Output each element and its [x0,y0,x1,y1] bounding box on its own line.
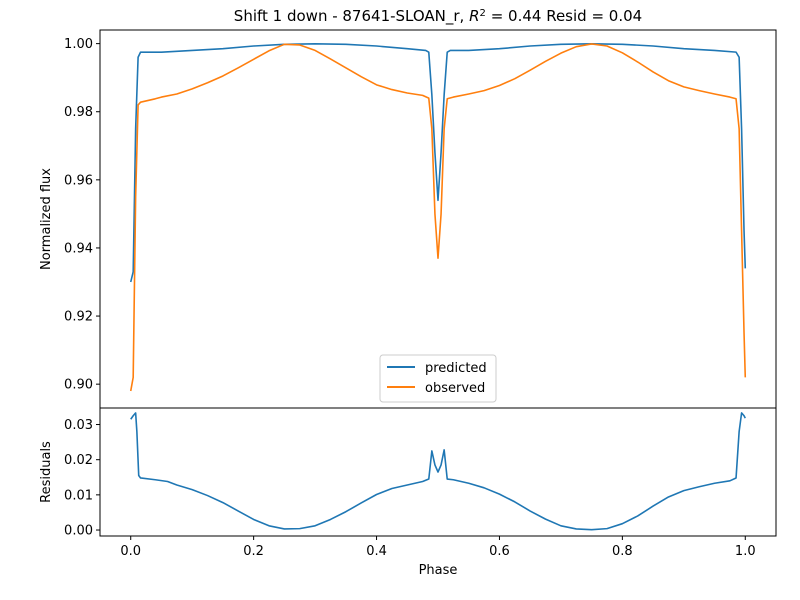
residuals-axes-frame [99,407,777,537]
legend: predicted observed [379,354,497,403]
flux-y-tick-label: 0.98 [64,105,93,120]
residuals-y-tick-label: 0.02 [64,453,93,468]
x-tick-label: 0.4 [366,544,387,559]
flux-plot-area [129,42,747,392]
x-tick-label: 0.0 [120,544,141,559]
x-tick-label: 1.0 [735,544,756,559]
residuals-x-axis: 0.0 0.2 0.4 0.6 0.8 1.0 [120,536,756,559]
flux-panel: 0.90 0.92 0.94 0.96 0.98 1.00 Normalized flux… [39,29,777,409]
flux-series-predicted [129,42,747,283]
legend-label-predicted: predicted [425,361,487,376]
legend-label-observed: observed [425,381,485,396]
flux-y-tick-label: 1.00 [64,37,93,52]
x-axis-label: Phase [419,563,458,578]
residuals-plot-area [130,412,746,531]
flux-y-tick-label: 0.96 [64,173,93,188]
flux-y-tick-label: 0.90 [64,378,93,393]
flux-y-tick-label: 0.94 [64,241,93,256]
flux-series-observed [129,43,747,392]
residuals-series-predicted [130,412,746,531]
x-tick-label: 0.2 [243,544,264,559]
chart-title: Shift 1 down - 87641-SLOAN_r, R2 = 0.44 … [234,7,642,26]
flux-y-axis: 0.90 0.92 0.94 0.96 0.98 1.00 [64,37,100,393]
flux-y-axis-label: Normalized flux [39,168,54,270]
residuals-y-tick-label: 0.00 [64,524,93,539]
x-tick-label: 0.8 [612,544,633,559]
residuals-y-axis-label: Residuals [39,441,54,503]
x-tick-label: 0.6 [489,544,510,559]
flux-y-tick-label: 0.92 [64,310,93,325]
residuals-y-tick-label: 0.01 [64,488,93,503]
residuals-y-tick-label: 0.03 [64,418,93,433]
residuals-panel: 0.00 0.01 0.02 0.03 0.0 0.2 0.4 0.6 0.8 1.0 Resi… [39,407,777,578]
residuals-y-axis: 0.00 0.01 0.02 0.03 [64,418,100,539]
